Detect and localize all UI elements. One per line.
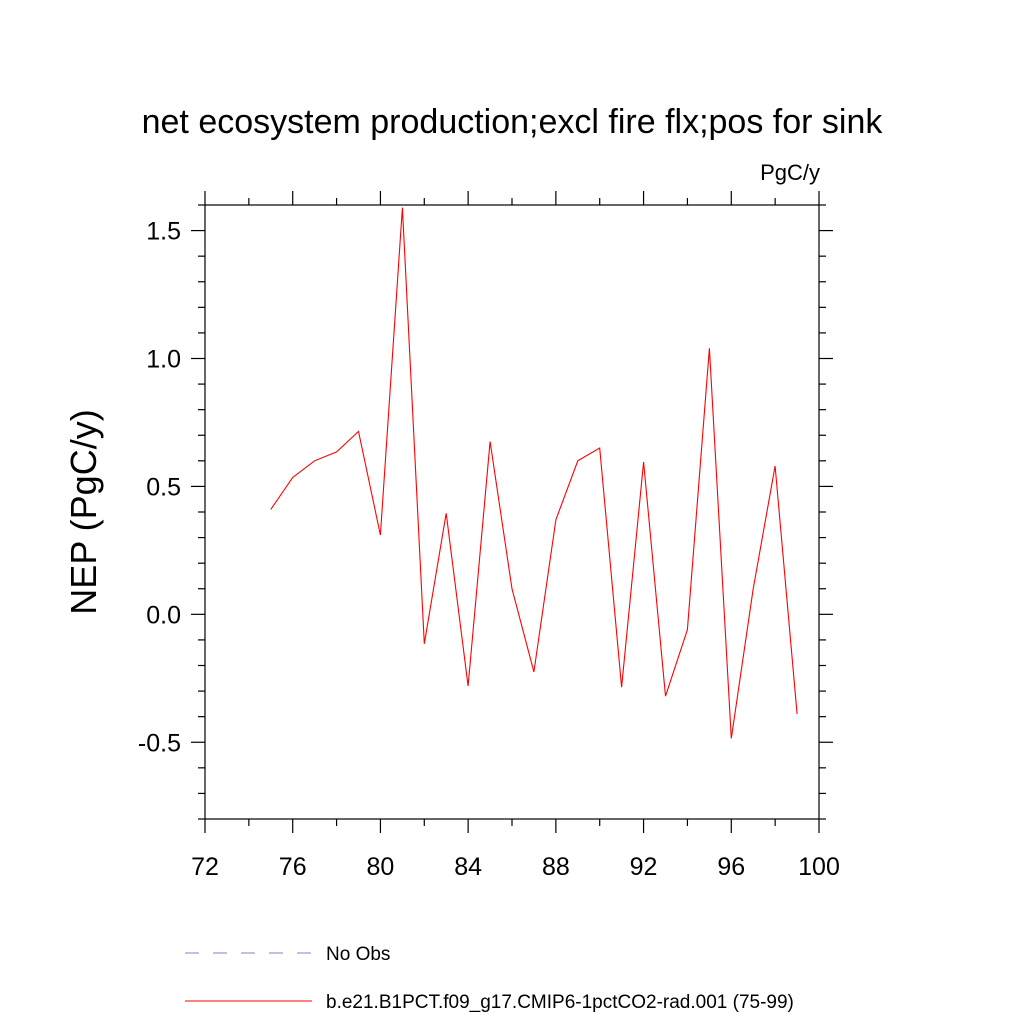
y-tick-label: -0.5 [138, 729, 181, 757]
y-tick-label: 1.5 [146, 218, 181, 246]
plot-frame [204, 204, 820, 820]
legend-label: No Obs [326, 944, 390, 965]
series-lines [270, 207, 798, 739]
x-tick-label: 88 [542, 853, 570, 881]
chart-title: net ecosystem production;excl fire flx;p… [142, 103, 884, 141]
legend: No Obs b.e21.B1PCT.f09_g17.CMIP6-1pctCO2-… [185, 944, 794, 1013]
x-tick-label: 72 [191, 853, 219, 881]
x-tick-label: 100 [798, 853, 840, 881]
axis-tick-labels: 72 76 80 84 88 92 96 100 -0.5 0.0 0.5 1.0 1.5 [138, 218, 840, 881]
x-tick-label: 92 [630, 853, 658, 881]
y-tick-label: 0.5 [146, 473, 181, 501]
y-tick-label: 0.0 [146, 601, 181, 629]
y-tick-label: 1.0 [146, 346, 181, 374]
x-tick-label: 76 [279, 853, 307, 881]
x-tick-label: 84 [454, 853, 482, 881]
x-tick-label: 96 [717, 853, 745, 881]
y-axis-label: NEP (PgC/y) [63, 409, 104, 614]
axis-ticks [191, 191, 833, 833]
x-tick-label: 80 [367, 853, 395, 881]
legend-label: b.e21.B1PCT.f09_g17.CMIP6-1pctCO2-rad.00… [326, 992, 794, 1013]
units-label: PgC/y [760, 160, 820, 185]
series-line [270, 207, 798, 739]
